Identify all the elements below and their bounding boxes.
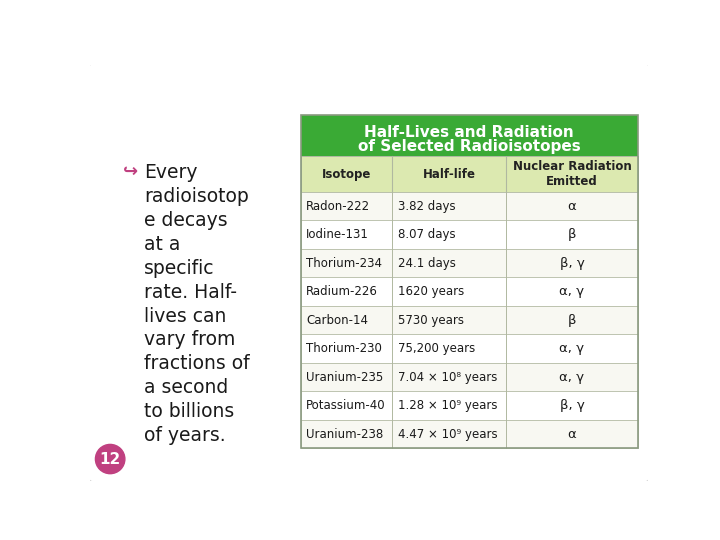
Text: ↪: ↪	[122, 164, 138, 181]
Text: 3.82 days: 3.82 days	[397, 200, 455, 213]
Text: 4.47 × 10⁹ years: 4.47 × 10⁹ years	[397, 428, 498, 441]
Text: of Selected Radioisotopes: of Selected Radioisotopes	[358, 139, 581, 154]
Text: vary from: vary from	[144, 330, 235, 349]
Text: Half-life: Half-life	[423, 167, 476, 181]
FancyBboxPatch shape	[301, 278, 638, 306]
Text: e decays: e decays	[144, 211, 228, 230]
Text: α: α	[567, 428, 577, 441]
Text: 5730 years: 5730 years	[397, 314, 464, 327]
Text: β, γ: β, γ	[559, 399, 585, 412]
FancyBboxPatch shape	[301, 249, 638, 278]
FancyBboxPatch shape	[301, 220, 638, 249]
Text: Carbon-14: Carbon-14	[306, 314, 368, 327]
Text: Iodine-131: Iodine-131	[306, 228, 369, 241]
Text: of years.: of years.	[144, 426, 226, 445]
FancyBboxPatch shape	[301, 392, 638, 420]
Text: rate. Half-: rate. Half-	[144, 283, 238, 302]
Text: 7.04 × 10⁸ years: 7.04 × 10⁸ years	[397, 370, 497, 383]
Text: 8.07 days: 8.07 days	[397, 228, 455, 241]
Text: lives can: lives can	[144, 307, 227, 326]
Text: α, γ: α, γ	[559, 285, 585, 298]
Text: Radon-222: Radon-222	[306, 200, 370, 213]
FancyBboxPatch shape	[301, 334, 638, 363]
Text: 1.28 × 10⁹ years: 1.28 × 10⁹ years	[397, 399, 498, 412]
Text: α, γ: α, γ	[559, 342, 585, 355]
Text: Radium-226: Radium-226	[306, 285, 378, 298]
Text: α, γ: α, γ	[559, 370, 585, 383]
Text: Nuclear Radiation
Emitted: Nuclear Radiation Emitted	[513, 160, 631, 188]
Text: fractions of: fractions of	[144, 354, 250, 373]
Text: at a: at a	[144, 235, 181, 254]
Text: specific: specific	[144, 259, 215, 278]
FancyBboxPatch shape	[89, 63, 649, 482]
Text: Every: Every	[144, 164, 198, 183]
Text: 24.1 days: 24.1 days	[397, 256, 456, 269]
FancyBboxPatch shape	[301, 115, 638, 157]
Text: a second: a second	[144, 378, 228, 397]
Text: Thorium-230: Thorium-230	[306, 342, 382, 355]
FancyBboxPatch shape	[301, 157, 638, 192]
Circle shape	[96, 444, 125, 474]
Text: Isotope: Isotope	[322, 167, 372, 181]
Text: β: β	[568, 314, 576, 327]
Text: Uranium-238: Uranium-238	[306, 428, 384, 441]
FancyBboxPatch shape	[301, 306, 638, 334]
Text: 75,200 years: 75,200 years	[397, 342, 475, 355]
Text: β, γ: β, γ	[559, 256, 585, 269]
Text: Thorium-234: Thorium-234	[306, 256, 382, 269]
Text: radioisotop: radioisotop	[144, 187, 249, 206]
Text: 1620 years: 1620 years	[397, 285, 464, 298]
FancyBboxPatch shape	[301, 420, 638, 448]
Text: Potassium-40: Potassium-40	[306, 399, 386, 412]
Text: to billions: to billions	[144, 402, 235, 421]
FancyBboxPatch shape	[301, 363, 638, 391]
FancyBboxPatch shape	[301, 192, 638, 220]
Text: β: β	[568, 228, 576, 241]
Text: α: α	[567, 200, 577, 213]
Text: 12: 12	[99, 451, 121, 467]
Text: Uranium-235: Uranium-235	[306, 370, 384, 383]
Text: Half-Lives and Radiation: Half-Lives and Radiation	[364, 125, 575, 140]
